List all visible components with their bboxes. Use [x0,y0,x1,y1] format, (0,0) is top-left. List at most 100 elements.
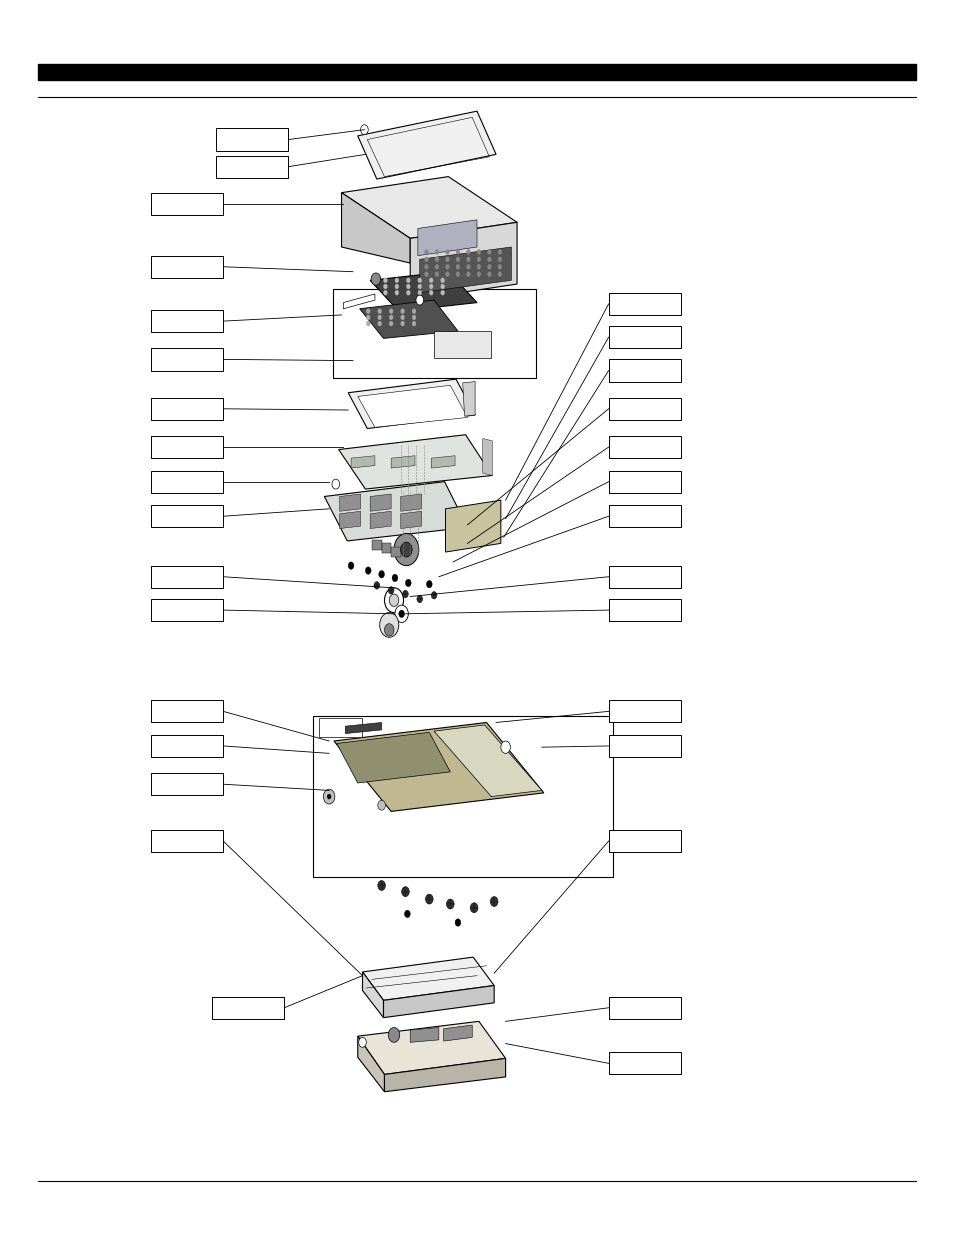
Bar [215,156,288,178]
Polygon shape [348,379,475,429]
Circle shape [378,571,384,578]
Polygon shape [400,494,421,511]
Circle shape [389,315,393,320]
Circle shape [366,321,370,326]
Bar [608,505,680,527]
Circle shape [435,272,438,277]
Circle shape [384,624,394,636]
Circle shape [497,272,501,277]
Circle shape [435,264,438,269]
Bar [333,289,536,378]
Bar [608,599,680,621]
Polygon shape [391,456,415,468]
Circle shape [379,613,398,637]
Circle shape [412,315,416,320]
Polygon shape [431,456,455,468]
Polygon shape [370,494,391,511]
Circle shape [400,309,404,314]
Circle shape [389,594,398,606]
Polygon shape [400,511,421,529]
Circle shape [371,273,380,285]
Polygon shape [443,1025,472,1041]
Polygon shape [341,193,410,263]
Circle shape [388,587,394,594]
Circle shape [323,789,335,804]
Bar [608,1052,680,1074]
Bar [608,735,680,757]
Bar [151,505,223,527]
Bar [38,64,915,80]
Circle shape [389,309,393,314]
Circle shape [348,562,354,569]
Polygon shape [370,511,391,529]
Circle shape [429,284,433,289]
Circle shape [360,125,368,135]
Polygon shape [419,247,511,293]
Circle shape [395,605,408,622]
Circle shape [388,1028,399,1042]
Polygon shape [357,1036,384,1092]
Circle shape [456,272,459,277]
Circle shape [402,590,408,598]
Circle shape [377,315,381,320]
Bar [151,700,223,722]
Bar [608,326,680,348]
Circle shape [429,278,433,283]
Circle shape [400,542,412,557]
Bar [151,256,223,278]
Circle shape [377,321,381,326]
Circle shape [377,309,381,314]
Polygon shape [339,494,360,511]
Bar [608,997,680,1019]
Circle shape [487,257,491,262]
Bar [151,436,223,458]
Circle shape [377,881,385,890]
Circle shape [487,272,491,277]
Circle shape [425,894,433,904]
Polygon shape [410,222,517,300]
Circle shape [424,272,428,277]
Circle shape [358,1037,366,1047]
Bar [608,700,680,722]
Polygon shape [383,986,494,1018]
Polygon shape [336,732,450,783]
Bar [313,716,613,877]
Circle shape [476,272,480,277]
Circle shape [500,741,510,753]
Circle shape [327,794,331,799]
Circle shape [400,321,404,326]
Circle shape [417,284,421,289]
Bar [151,735,223,757]
Bar [434,331,491,358]
Circle shape [476,249,480,254]
Polygon shape [482,438,492,475]
Circle shape [417,290,421,295]
Circle shape [417,278,421,283]
Circle shape [412,321,416,326]
Circle shape [456,264,459,269]
Circle shape [424,264,428,269]
Circle shape [497,249,501,254]
Circle shape [456,249,459,254]
Circle shape [440,284,444,289]
Circle shape [431,592,436,599]
Bar [318,718,361,737]
Circle shape [404,910,410,918]
Polygon shape [334,722,543,811]
Circle shape [374,582,379,589]
Circle shape [487,264,491,269]
Polygon shape [445,500,500,552]
Circle shape [400,315,404,320]
Polygon shape [417,220,476,256]
Bar [151,398,223,420]
Circle shape [497,257,501,262]
Circle shape [435,257,438,262]
Polygon shape [339,511,360,529]
Circle shape [412,309,416,314]
Circle shape [395,278,398,283]
Circle shape [440,290,444,295]
Circle shape [476,257,480,262]
Circle shape [466,272,470,277]
Circle shape [366,315,370,320]
Circle shape [440,278,444,283]
